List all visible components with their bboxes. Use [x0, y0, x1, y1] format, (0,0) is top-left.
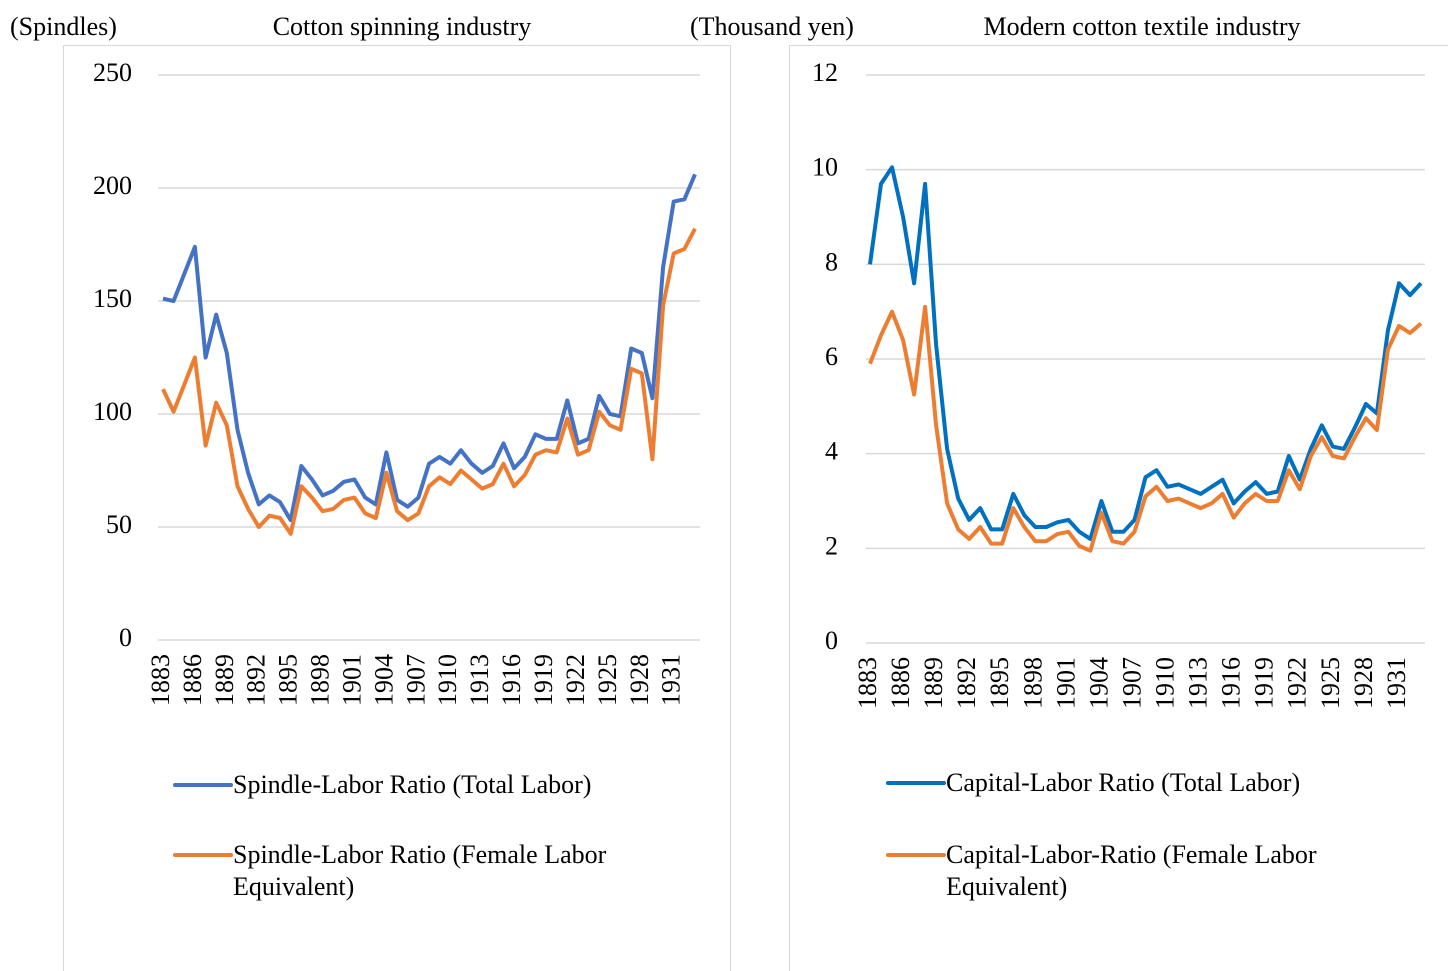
x-tick-label: 1913 — [465, 654, 494, 706]
x-tick-label: 1907 — [401, 654, 430, 706]
x-tick-label: 1919 — [529, 654, 558, 706]
legend-label: Spindle-Labor Ratio (Total Labor) — [233, 770, 592, 799]
series-line — [868, 165, 1423, 541]
x-tick-label: 1916 — [497, 654, 526, 706]
x-tick-label: 1889 — [210, 654, 239, 706]
x-tick-label: 1925 — [1316, 657, 1345, 709]
legend-label: Capital-Labor-Ratio (Female Labor Equiva… — [946, 840, 1317, 901]
y-tick-label: 2 — [825, 531, 838, 560]
y-tick-label: 0 — [825, 626, 838, 655]
x-tick-label: 1904 — [369, 654, 398, 706]
panel-border — [63, 45, 731, 971]
x-tick-label: 1892 — [952, 657, 981, 709]
series-line — [868, 304, 1423, 553]
x-tick-label: 1931 — [657, 654, 686, 706]
x-tick-label: 1919 — [1250, 657, 1279, 709]
x-tick-label: 1910 — [1151, 657, 1180, 709]
x-tick-label: 1931 — [1382, 657, 1411, 709]
x-tick-label: 1892 — [242, 654, 271, 706]
y-tick-label: 50 — [106, 510, 132, 539]
y-tick-label: 4 — [825, 437, 838, 466]
y-axis-label: (Thousand yen) — [690, 12, 854, 41]
x-tick-label: 1910 — [433, 654, 462, 706]
y-tick-label: 200 — [93, 171, 132, 200]
x-tick-label: 1901 — [1051, 657, 1080, 709]
panel-border — [789, 45, 1448, 971]
series-line — [162, 173, 697, 523]
legend-label: Capital-Labor Ratio (Total Labor) — [946, 768, 1301, 797]
y-tick-label: 10 — [812, 153, 838, 182]
x-tick-label: 1904 — [1084, 657, 1113, 709]
y-axis-label: (Spindles) — [10, 12, 117, 41]
y-tick-label: 12 — [812, 58, 838, 87]
x-tick-label: 1886 — [178, 654, 207, 706]
x-tick-label: 1901 — [337, 654, 366, 706]
series-line — [161, 227, 697, 536]
x-tick-label: 1898 — [306, 654, 335, 706]
chart-title: Modern cotton textile industry — [983, 12, 1300, 41]
x-tick-label: 1883 — [853, 657, 882, 709]
x-tick-label: 1895 — [985, 657, 1014, 709]
x-tick-label: 1922 — [1283, 657, 1312, 709]
x-tick-label: 1898 — [1018, 657, 1047, 709]
chart-title: Cotton spinning industry — [273, 12, 532, 41]
x-tick-label: 1922 — [561, 654, 590, 706]
y-tick-label: 250 — [93, 58, 132, 87]
y-tick-label: 150 — [93, 284, 132, 313]
x-tick-label: 1889 — [919, 657, 948, 709]
x-tick-label: 1883 — [146, 654, 175, 706]
x-tick-label: 1886 — [886, 657, 915, 709]
y-tick-label: 100 — [93, 397, 132, 426]
x-tick-label: 1928 — [625, 654, 654, 706]
y-tick-label: 8 — [825, 247, 838, 276]
x-tick-label: 1925 — [593, 654, 622, 706]
y-tick-label: 0 — [119, 623, 132, 652]
x-tick-label: 1913 — [1184, 657, 1213, 709]
x-tick-label: 1895 — [274, 654, 303, 706]
x-tick-label: 1916 — [1217, 657, 1246, 709]
x-tick-label: 1907 — [1117, 657, 1146, 709]
y-tick-label: 6 — [825, 342, 838, 371]
legend-label: Spindle-Labor Ratio (Female Labor Equiva… — [233, 840, 607, 901]
x-tick-label: 1928 — [1349, 657, 1378, 709]
